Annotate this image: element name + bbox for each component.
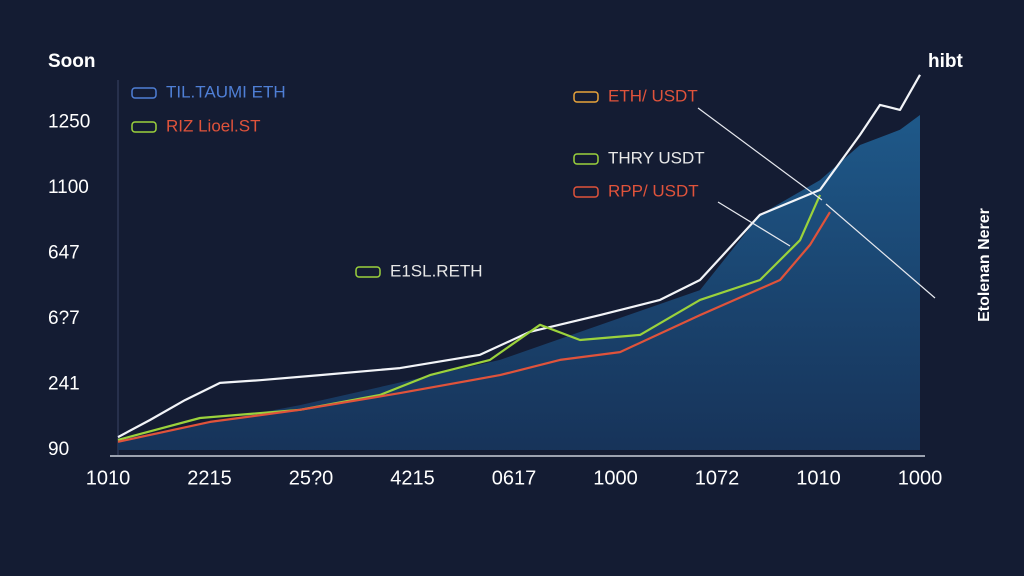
legend-marker xyxy=(131,87,157,99)
arrow xyxy=(717,201,791,247)
x-tick-label: 2215 xyxy=(187,467,232,489)
y-tick-label: 6?7 xyxy=(48,308,80,329)
legend-marker xyxy=(573,91,599,103)
x-tick-label: 4215 xyxy=(390,467,435,489)
arrow xyxy=(825,203,936,299)
plot xyxy=(117,74,921,450)
arrow xyxy=(697,107,823,201)
legend-label: THRY USDT xyxy=(608,148,705,167)
top-left-label: Soon xyxy=(48,51,96,72)
legend-marker xyxy=(131,121,157,133)
legend-label: E1SL.RETH xyxy=(390,261,483,280)
legend-marker xyxy=(573,153,599,165)
area xyxy=(118,115,920,450)
side-label: Etolenan Nerer xyxy=(976,208,993,322)
y-tick-label: 241 xyxy=(48,374,80,395)
y-tick-label: 1250 xyxy=(48,112,90,133)
x-tick-label: 1000 xyxy=(593,467,638,489)
x-tick-label: 0617 xyxy=(492,467,537,489)
y-tick-label: 1100 xyxy=(48,177,89,198)
legend-marker xyxy=(355,266,381,278)
top-right-label: hibt xyxy=(928,51,963,72)
legend-label: ETH/ USDT xyxy=(608,86,698,105)
x-tick-label: 1010 xyxy=(796,467,841,489)
line xyxy=(117,211,831,443)
x-tick-label: 1010 xyxy=(86,467,131,489)
y-tick-label: 647 xyxy=(48,243,80,264)
x-tick-label: 1000 xyxy=(898,467,943,489)
legend-marker xyxy=(573,186,599,198)
x-tick-label: 25?0 xyxy=(289,467,334,489)
x-tick-label: 1072 xyxy=(695,467,740,489)
legend-label: TIL.TAUMI ETH xyxy=(166,82,286,101)
legend-label: RPP/ USDT xyxy=(608,181,699,200)
y-tick-label: 90 xyxy=(48,439,69,460)
legend-label: RIZ Lioel.ST xyxy=(166,116,260,135)
line xyxy=(117,74,921,439)
